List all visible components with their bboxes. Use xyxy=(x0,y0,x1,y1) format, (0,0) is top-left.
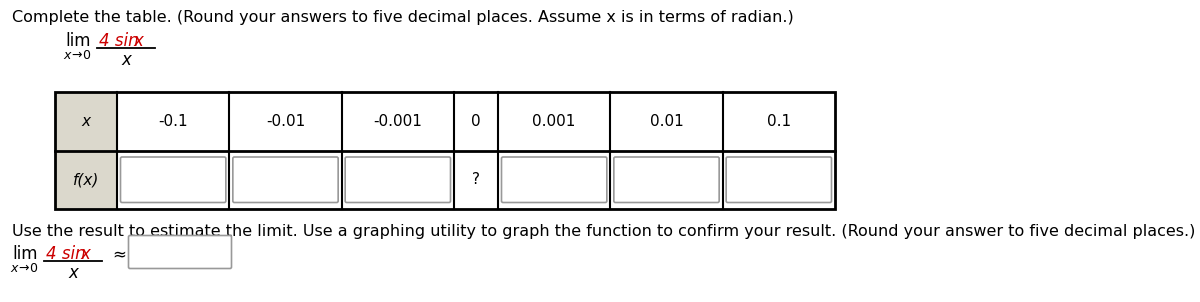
FancyBboxPatch shape xyxy=(614,157,719,203)
Text: f(x): f(x) xyxy=(73,172,100,187)
Text: ≈: ≈ xyxy=(112,245,126,263)
Text: Complete the table. (Round your answers to five decimal places. Assume x is in t: Complete the table. (Round your answers … xyxy=(12,10,793,25)
Text: 4 sin: 4 sin xyxy=(98,32,144,50)
Bar xyxy=(55,92,835,209)
Text: lim: lim xyxy=(12,245,37,263)
Text: -0.01: -0.01 xyxy=(266,114,305,129)
FancyBboxPatch shape xyxy=(128,236,232,268)
Text: x: x xyxy=(133,32,143,50)
Text: $x\!\to\!0$: $x\!\to\!0$ xyxy=(64,49,91,62)
FancyBboxPatch shape xyxy=(233,157,338,203)
FancyBboxPatch shape xyxy=(726,157,832,203)
Text: 0: 0 xyxy=(472,114,481,129)
Text: 0.001: 0.001 xyxy=(533,114,576,129)
Text: -0.001: -0.001 xyxy=(373,114,422,129)
Text: x: x xyxy=(82,114,90,129)
Text: ?: ? xyxy=(472,172,480,187)
FancyBboxPatch shape xyxy=(346,157,450,203)
FancyBboxPatch shape xyxy=(502,157,607,203)
Text: x: x xyxy=(68,264,78,282)
Text: 4 sin: 4 sin xyxy=(46,245,91,263)
Text: x: x xyxy=(80,245,90,263)
Bar xyxy=(55,92,118,209)
Text: Use the result to estimate the limit. Use a graphing utility to graph the functi: Use the result to estimate the limit. Us… xyxy=(12,224,1195,239)
Text: lim: lim xyxy=(65,32,90,50)
Text: -0.1: -0.1 xyxy=(158,114,188,129)
Text: x: x xyxy=(121,51,131,69)
FancyBboxPatch shape xyxy=(120,157,226,203)
Text: 0.01: 0.01 xyxy=(649,114,683,129)
Text: 0.1: 0.1 xyxy=(767,114,791,129)
Text: $x\!\to\!0$: $x\!\to\!0$ xyxy=(10,262,38,275)
